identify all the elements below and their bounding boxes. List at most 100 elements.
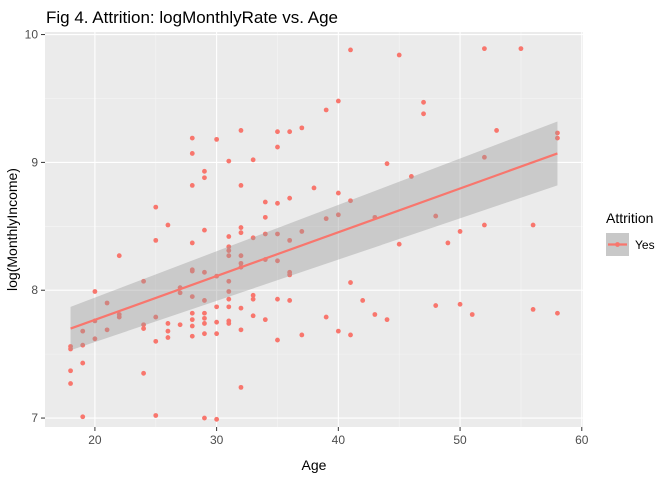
- data-point: [238, 225, 244, 230]
- data-point: [287, 195, 293, 201]
- data-point: [214, 331, 220, 337]
- data-point: [202, 227, 207, 233]
- data-point: [262, 199, 268, 205]
- x-tick-label: 60: [575, 433, 589, 447]
- data-points: [68, 46, 560, 422]
- data-point: [348, 280, 353, 285]
- data-point: [165, 222, 171, 228]
- data-point: [518, 46, 524, 52]
- y-tick-label: 7: [31, 411, 38, 425]
- data-point: [323, 107, 329, 113]
- data-point: [238, 305, 244, 311]
- data-point: [250, 157, 256, 163]
- data-point: [299, 332, 305, 338]
- legend-title: Attrition: [606, 210, 653, 226]
- data-point: [238, 128, 244, 133]
- data-point: [482, 154, 487, 160]
- data-point: [335, 328, 341, 334]
- data-point: [530, 306, 536, 312]
- data-point: [275, 200, 280, 206]
- data-point: [335, 212, 341, 218]
- plot-panel: [45, 32, 583, 427]
- data-point: [141, 322, 146, 328]
- data-point: [482, 46, 487, 52]
- data-point: [287, 129, 293, 135]
- data-point: [68, 381, 73, 386]
- data-point: [275, 258, 280, 264]
- data-point: [250, 235, 256, 241]
- data-point: [494, 128, 499, 133]
- data-point: [555, 310, 560, 316]
- data-point: [153, 338, 159, 344]
- data-point: [287, 237, 293, 243]
- data-point: [80, 414, 86, 420]
- data-point: [141, 278, 146, 284]
- data-point: [202, 331, 207, 337]
- data-point: [262, 231, 268, 237]
- chart-title: Fig 4. Attrition: logMonthlyRate vs. Age: [46, 8, 338, 27]
- data-point: [214, 304, 220, 310]
- data-point: [189, 240, 195, 246]
- y-tick-label: 9: [31, 155, 38, 169]
- data-point: [153, 237, 159, 243]
- data-point: [202, 315, 207, 321]
- data-point: [226, 321, 232, 326]
- data-point: [165, 321, 171, 326]
- data-point: [153, 204, 159, 210]
- data-point: [177, 322, 183, 328]
- data-point: [348, 198, 353, 204]
- data-point: [177, 290, 183, 296]
- data-point: [238, 260, 244, 266]
- y-tick-label: 8: [31, 283, 38, 297]
- data-point: [396, 52, 402, 58]
- y-axis-label: log(MonthlyIncome): [4, 168, 20, 291]
- data-point: [275, 144, 280, 150]
- data-point: [226, 158, 232, 164]
- data-point: [202, 298, 207, 303]
- data-point: [226, 244, 232, 250]
- data-point: [323, 314, 329, 320]
- y-tick-label: 10: [25, 28, 39, 42]
- data-point: [335, 98, 341, 104]
- legend-label: Yes: [635, 238, 655, 252]
- data-point: [396, 241, 402, 247]
- data-point: [238, 327, 244, 333]
- regression-line: [70, 152, 558, 330]
- data-point: [92, 336, 98, 342]
- data-point: [153, 413, 159, 418]
- data-point: [165, 335, 171, 340]
- data-point: [80, 328, 86, 334]
- data-point: [226, 304, 232, 310]
- data-point: [189, 151, 195, 156]
- data-point: [250, 292, 256, 298]
- data-point: [238, 384, 244, 390]
- data-point: [433, 303, 439, 308]
- data-point: [275, 231, 280, 237]
- confidence-ribbon: [70, 121, 558, 351]
- x-tick-label: 50: [453, 433, 467, 447]
- data-point: [299, 125, 305, 131]
- data-point: [116, 253, 122, 259]
- data-point: [226, 234, 232, 239]
- fit-layer: [70, 121, 558, 351]
- data-point: [226, 296, 232, 302]
- x-tick-label: 40: [332, 433, 346, 447]
- data-point: [555, 135, 560, 141]
- data-point: [214, 416, 220, 422]
- data-point: [287, 298, 293, 303]
- legend-key-point: [615, 242, 620, 247]
- data-point: [226, 253, 232, 259]
- x-tick-label: 30: [210, 433, 224, 447]
- legend: Attrition Yes: [606, 210, 655, 256]
- data-point: [384, 161, 390, 167]
- data-point: [457, 301, 463, 307]
- data-point: [482, 222, 487, 228]
- data-point: [116, 314, 122, 320]
- axes: 20 30 40 50 60 7 8 9 10: [25, 28, 589, 447]
- data-point: [457, 229, 463, 234]
- data-point: [202, 168, 207, 174]
- data-point: [141, 370, 146, 376]
- data-point: [214, 319, 220, 325]
